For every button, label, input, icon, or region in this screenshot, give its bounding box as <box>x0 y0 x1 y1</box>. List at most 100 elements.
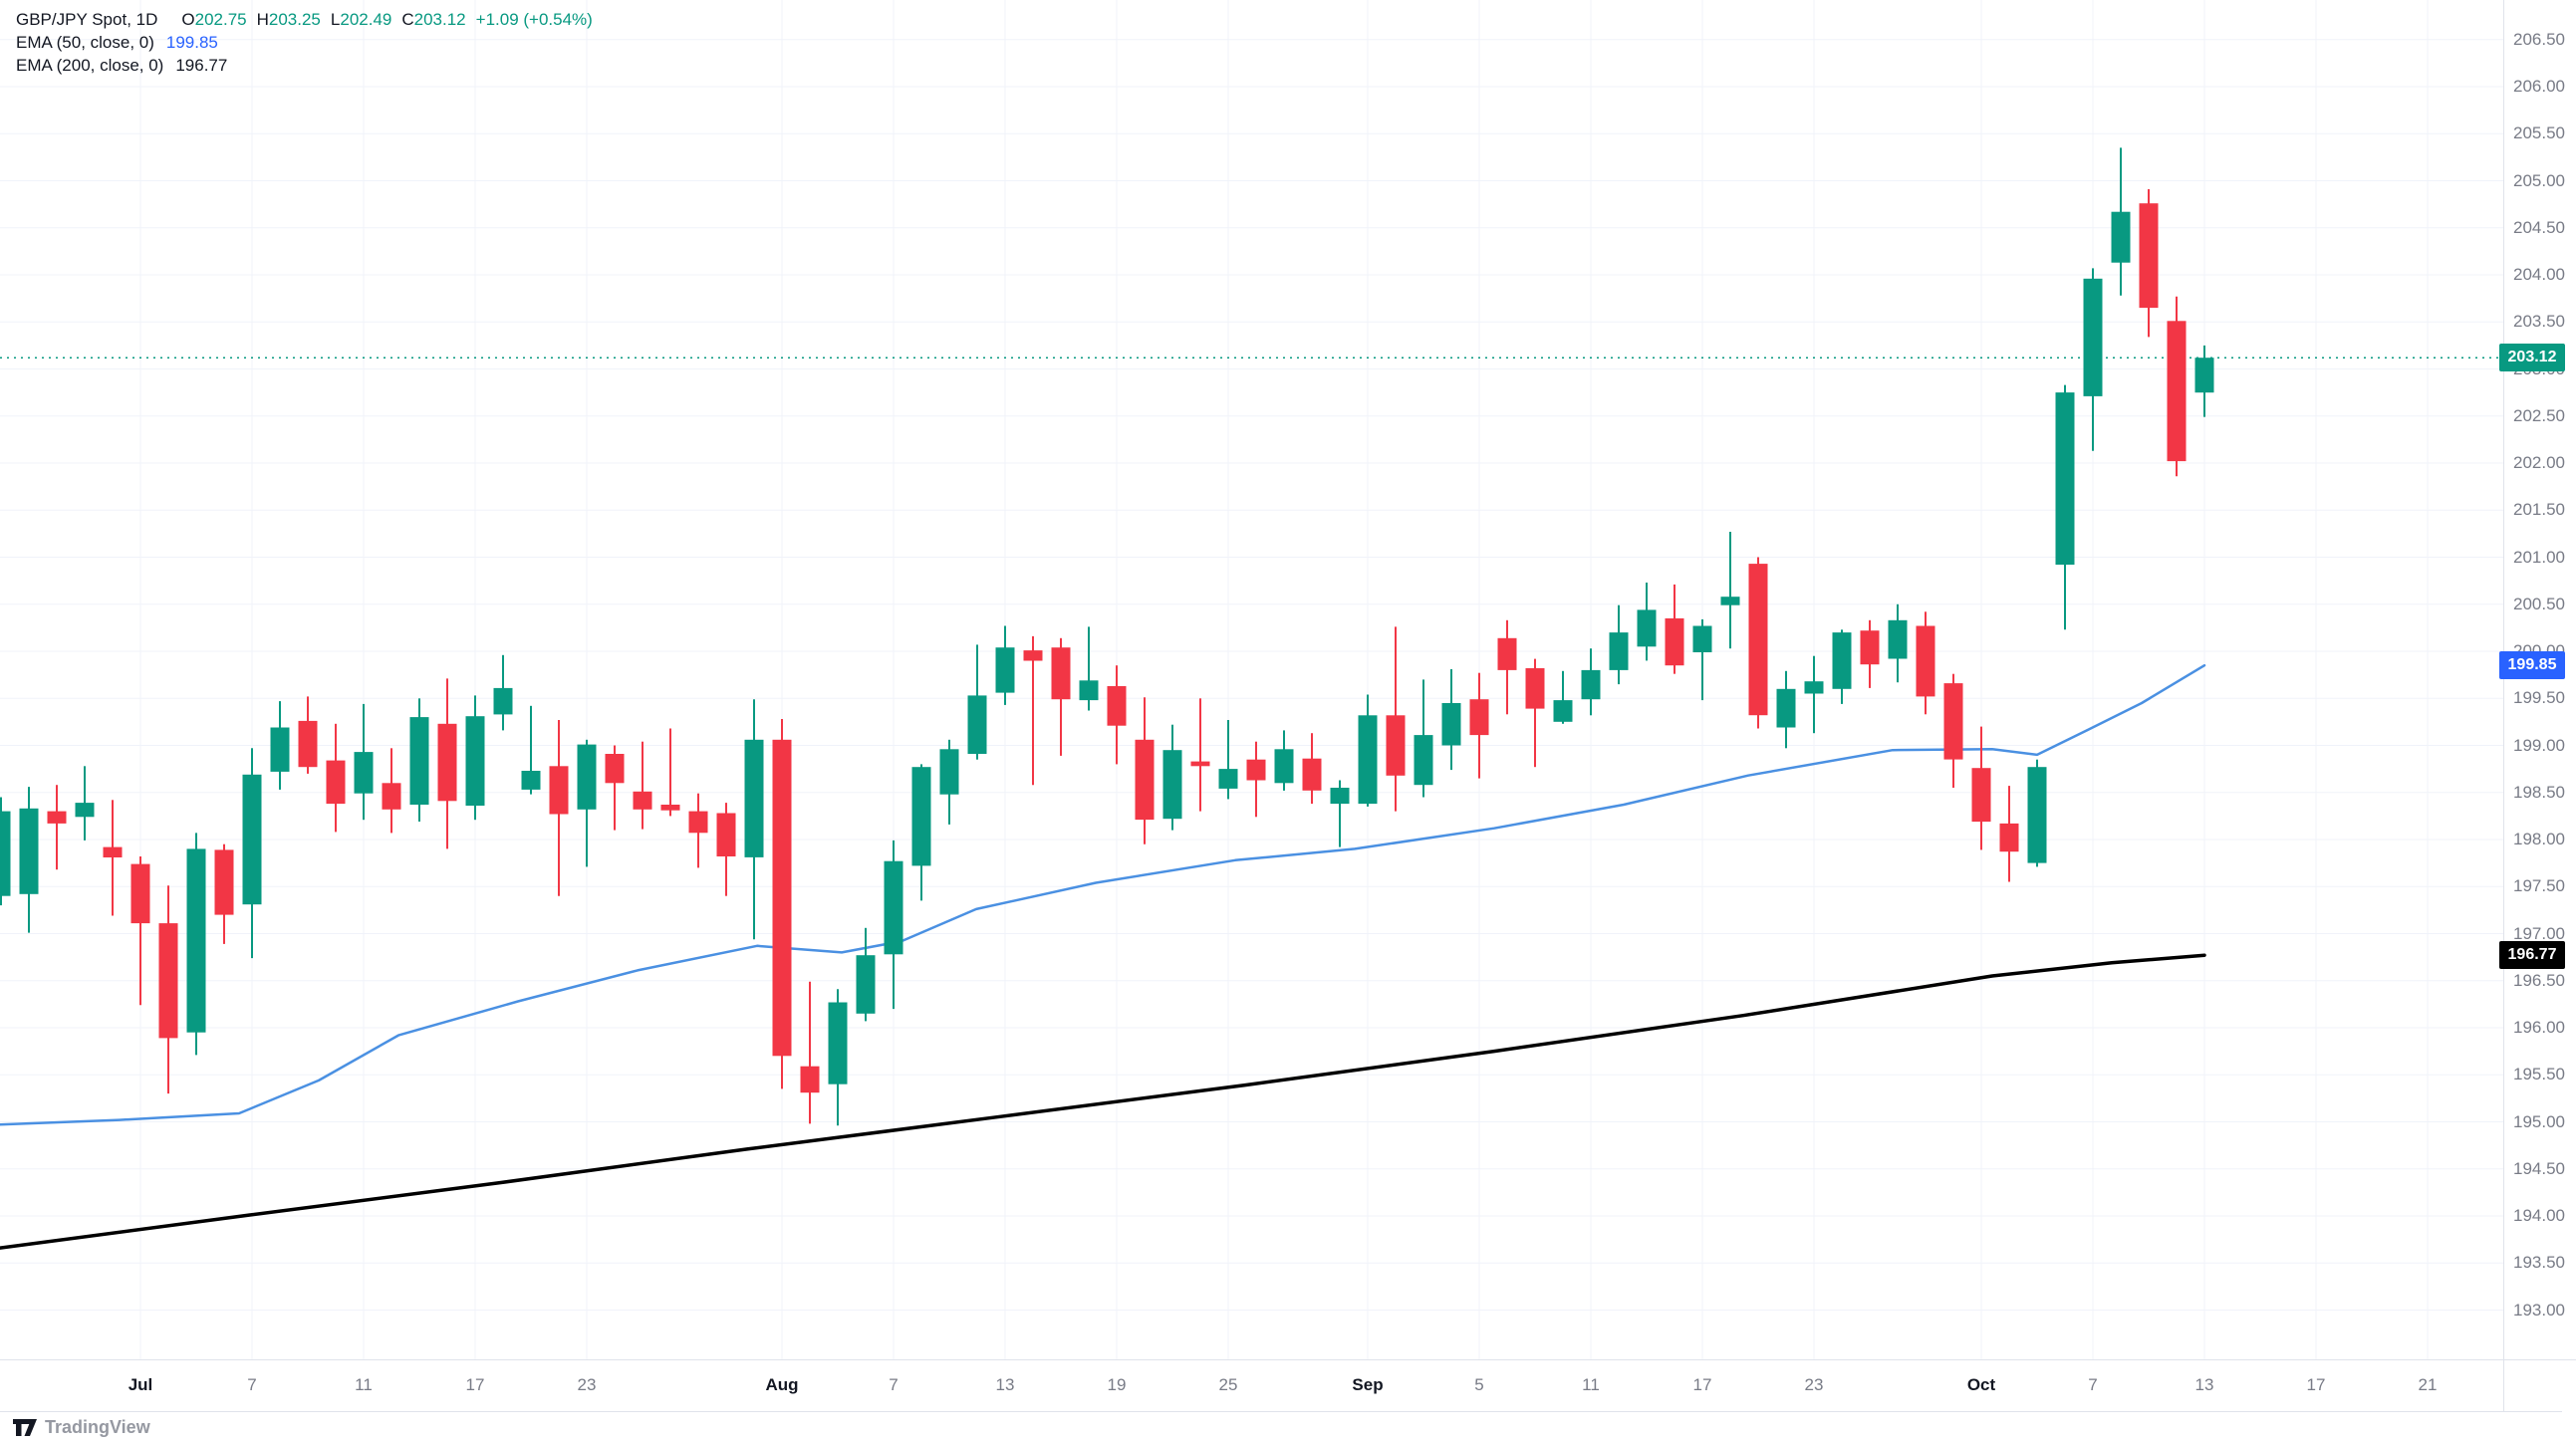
candlestick-chart-pane[interactable] <box>0 0 2503 1359</box>
candle <box>549 720 569 896</box>
ema50-legend-row[interactable]: EMA (50, close, 0) 199.85 <box>16 31 593 54</box>
ohlc-key: H <box>256 10 269 29</box>
candle <box>1888 603 1908 683</box>
candle <box>214 843 234 944</box>
candle <box>1916 611 1935 715</box>
footer-separator <box>0 1411 2562 1412</box>
time-tick-label: 7 <box>2088 1375 2098 1394</box>
candle <box>437 678 457 849</box>
candle <box>521 705 541 795</box>
candle <box>1386 626 1406 812</box>
candle <box>939 739 959 825</box>
price-tick-label: 198.00 <box>2513 830 2565 848</box>
candle <box>1079 626 1099 711</box>
ohlc-value: 203.12 <box>413 10 466 29</box>
candle <box>1665 584 1684 674</box>
candle <box>1302 733 1322 805</box>
time-tick-label: 13 <box>2194 1375 2214 1394</box>
time-tick-label: Sep <box>1352 1375 1384 1394</box>
price-tick-label: 206.50 <box>2513 30 2565 49</box>
price-tick-label: 197.50 <box>2513 876 2565 895</box>
candle <box>465 695 485 821</box>
time-tick-label: 11 <box>355 1375 373 1394</box>
candle <box>1218 720 1238 800</box>
candle <box>130 856 150 1006</box>
price-tick-label: 193.00 <box>2513 1301 2565 1320</box>
time-tick-label: 25 <box>1218 1375 1238 1394</box>
candle <box>772 719 792 1089</box>
candle <box>1497 619 1517 715</box>
time-tick-label: 23 <box>577 1375 597 1394</box>
price-tick-label: 205.50 <box>2513 123 2565 142</box>
ema200-legend-row[interactable]: EMA (200, close, 0) 196.77 <box>16 54 593 77</box>
candle <box>856 927 876 1022</box>
candle <box>884 840 903 1010</box>
price-tick-label: 202.50 <box>2513 406 2565 425</box>
price-tick-label: 196.50 <box>2513 971 2565 990</box>
time-tick-label: Jul <box>128 1375 153 1394</box>
legend: GBP/JPY Spot, 1D O202.75 H203.25 L202.49 C20… <box>16 8 593 77</box>
ema200-label: EMA (200, close, 0) <box>16 56 164 75</box>
candle <box>1748 557 1768 729</box>
time-tick-label: 17 <box>2306 1375 2326 1394</box>
candle <box>1943 673 1963 788</box>
candle <box>493 654 513 731</box>
candle <box>1609 604 1629 685</box>
time-tick-label: 7 <box>889 1375 899 1394</box>
candle <box>1804 655 1824 734</box>
price-tick-label: 198.50 <box>2513 783 2565 802</box>
candle <box>1637 583 1657 661</box>
candle <box>716 803 736 896</box>
candle <box>158 885 178 1094</box>
price-tick-label: 205.00 <box>2513 171 2565 190</box>
candle <box>1525 658 1545 768</box>
candle <box>1971 726 1991 850</box>
ema200-line[interactable] <box>0 953 2206 1250</box>
candle <box>1358 694 1378 807</box>
ema50-line[interactable] <box>0 663 2206 1126</box>
price-tick-label: 202.00 <box>2513 453 2565 472</box>
candle <box>0 797 11 906</box>
ema50-price-badge: 199.85 <box>2499 651 2565 679</box>
candle <box>1776 670 1796 749</box>
tradingview-logo-icon <box>13 1419 37 1436</box>
time-tick-label: 11 <box>1582 1375 1600 1394</box>
candle <box>298 696 318 774</box>
candle <box>1581 648 1601 716</box>
price-axis-separator <box>2503 0 2504 1411</box>
price-tick-label: 194.00 <box>2513 1206 2565 1225</box>
candle <box>1162 724 1182 831</box>
time-tick-label: 19 <box>1107 1375 1127 1394</box>
candle <box>1107 665 1127 765</box>
tradingview-logo[interactable]: TradingView <box>12 1417 150 1438</box>
price-tick-label: 203.50 <box>2513 312 2565 331</box>
price-tick-label: 201.00 <box>2513 548 2565 567</box>
candle <box>103 800 123 916</box>
price-tick-label: 204.50 <box>2513 218 2565 237</box>
candle <box>577 739 597 867</box>
price-tick-label: 196.00 <box>2513 1018 2565 1037</box>
price-tick-label: 195.50 <box>2513 1065 2565 1083</box>
ohlc-key: C <box>401 10 414 29</box>
ema50-label: EMA (50, close, 0) <box>16 33 154 52</box>
price-tick-label: 194.50 <box>2513 1159 2565 1178</box>
time-tick-label: Oct <box>1966 1375 1996 1394</box>
candle <box>1441 669 1461 771</box>
candle <box>409 698 429 822</box>
time-tick-label: 17 <box>465 1375 485 1394</box>
candle <box>1999 786 2019 882</box>
symbol-legend-row[interactable]: GBP/JPY Spot, 1D O202.75 H203.25 L202.49 C20… <box>16 8 593 31</box>
price-tick-label: 200.50 <box>2513 595 2565 613</box>
ohlc-key: O <box>181 10 195 29</box>
time-tick-label: 7 <box>247 1375 257 1394</box>
tradingview-logo-text: TradingView <box>45 1417 150 1437</box>
candle <box>75 766 95 841</box>
candle <box>660 728 680 817</box>
candle <box>242 748 262 959</box>
ohlc-value: 202.75 <box>194 10 247 29</box>
candle <box>1051 637 1071 756</box>
price-tick-label: 199.50 <box>2513 688 2565 707</box>
candle <box>270 701 290 790</box>
candle <box>1692 618 1712 701</box>
